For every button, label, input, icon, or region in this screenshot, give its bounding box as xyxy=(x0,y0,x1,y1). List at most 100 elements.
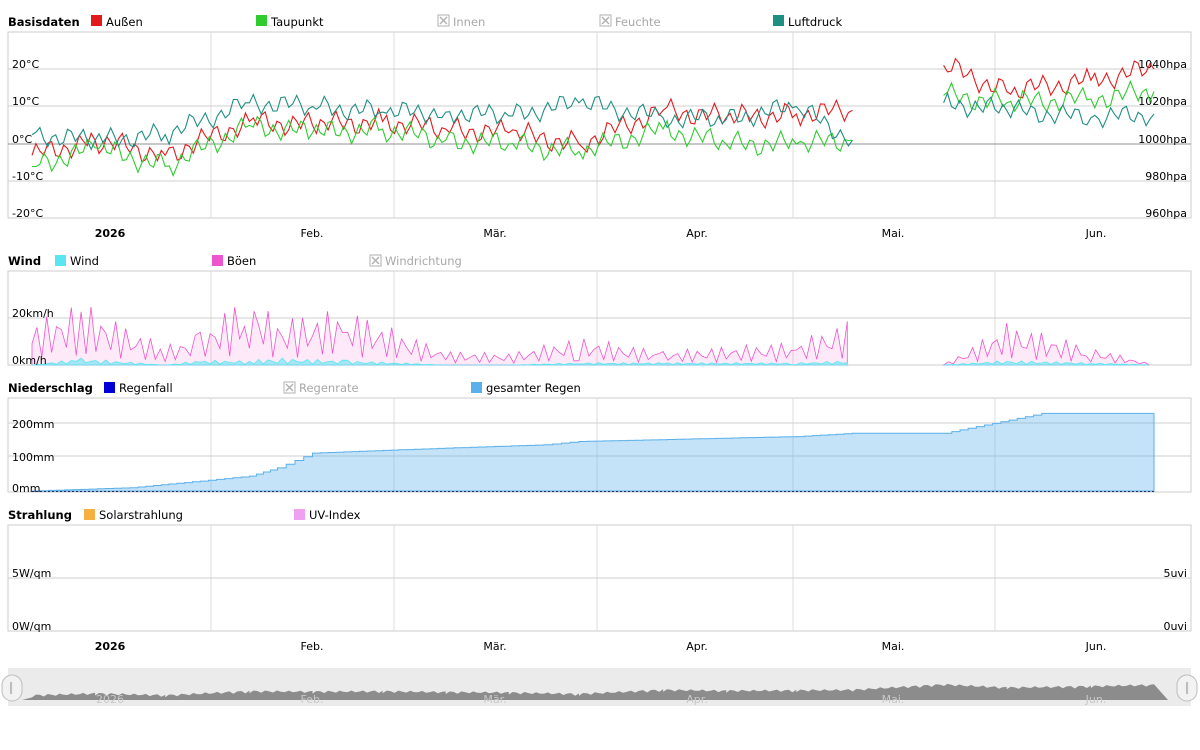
basis-plot: 20°C 10°C 0°C -10°C -20°C 1040hpa 1020hp… xyxy=(7,31,1192,220)
vertical-gridlines xyxy=(210,32,996,218)
series-area-böen xyxy=(942,323,1150,366)
month-label: Mai. xyxy=(882,227,905,240)
legend-label: Innen xyxy=(453,15,485,29)
month-label: 2026 xyxy=(95,640,126,653)
month-label: 2026 xyxy=(95,227,126,240)
basis-legend-innen[interactable]: Innen xyxy=(437,14,485,29)
rain-legend-gesamter-regen[interactable]: gesamter Regen xyxy=(471,381,581,395)
wind-legend-boeen[interactable]: Böen xyxy=(212,254,256,268)
legend-swatch xyxy=(471,382,482,393)
basis-legend-luftdruck[interactable]: Luftdruck xyxy=(773,15,842,29)
y-tick-label: 1040hpa xyxy=(1138,58,1187,71)
wind-panel: Wind Wind Böen Windrichtung 20km xyxy=(7,254,1192,367)
y-tick-label-right: 5uvi xyxy=(1163,567,1187,580)
series-area-wind xyxy=(31,357,848,366)
legend-label: Solarstrahlung xyxy=(99,508,183,522)
navigator-series xyxy=(22,683,1168,700)
navigator-month-label: Mär. xyxy=(483,693,506,706)
solar-legend-solarstrahlung[interactable]: Solarstrahlung xyxy=(84,508,183,522)
legend-swatch xyxy=(91,15,102,26)
legend-swatch xyxy=(55,255,66,266)
legend-label: Böen xyxy=(227,254,256,268)
basis-series-layer xyxy=(31,57,1155,177)
navigator-month-label: Apr. xyxy=(686,693,708,706)
y-tick-label: 1000hpa xyxy=(1138,133,1187,146)
solar-legend-uv-index[interactable]: UV-Index xyxy=(294,508,361,522)
wind-legend-windrichtung[interactable]: Windrichtung xyxy=(369,254,462,268)
rain-legend-regenfall[interactable]: Regenfall xyxy=(104,381,173,395)
horizontal-gridlines xyxy=(8,68,1191,182)
month-label: Jun. xyxy=(1085,640,1107,653)
navigator-month-labels: 2026 Feb. Mär. Apr. Mai. Jun. xyxy=(96,693,1106,706)
series-line-außen xyxy=(31,57,1155,163)
rain-series-layer xyxy=(31,412,1155,492)
legend-label: Feuchte xyxy=(615,15,661,29)
y-tick-label: 0W/qm xyxy=(12,620,51,633)
navigator-month-label: Jun. xyxy=(1085,693,1107,706)
legend-label: Luftdruck xyxy=(788,15,842,29)
solar-title: Strahlung xyxy=(8,508,72,522)
rain-panel: Niederschlag Regenfall Regenrate gesamte… xyxy=(7,381,1192,495)
y-tick-label: 10°C xyxy=(12,95,39,108)
y-tick-label: 0°C xyxy=(12,133,32,146)
basis-title: Basisdaten xyxy=(8,15,80,29)
month-label: Feb. xyxy=(301,640,324,653)
legend-swatch xyxy=(84,509,95,520)
month-label: Apr. xyxy=(686,227,708,240)
wind-series-layer xyxy=(31,289,1155,366)
disabled-x-icon xyxy=(285,383,294,392)
navigator-month-label: Feb. xyxy=(301,693,324,706)
wind-plot: 20km/h 0km/h xyxy=(7,270,1192,367)
navigator-month-label: Mai. xyxy=(882,693,905,706)
rain-title: Niederschlag xyxy=(8,381,93,395)
legend-label: UV-Index xyxy=(309,508,361,522)
legend-label: gesamter Regen xyxy=(486,381,581,395)
month-label: Feb. xyxy=(301,227,324,240)
basis-legend-taupunkt[interactable]: Taupunkt xyxy=(256,15,324,29)
legend-swatch xyxy=(256,15,267,26)
navigator-track xyxy=(8,668,1191,706)
navigator-handle-left[interactable] xyxy=(1,674,23,702)
basis-panel: Basisdaten Außen Taupunkt Innen Feuchte … xyxy=(7,14,1192,240)
basis-legend-aussen[interactable]: Außen xyxy=(91,15,143,29)
y-tick-label: -20°C xyxy=(12,207,43,220)
legend-swatch xyxy=(773,15,784,26)
basis-left-axis: 20°C 10°C 0°C -10°C -20°C xyxy=(12,58,43,220)
solar-panel: Strahlung Solarstrahlung UV-Index 5W/qm … xyxy=(7,508,1192,653)
series-line-luftdruck xyxy=(31,91,1155,151)
legend-swatch xyxy=(104,382,115,393)
y-tick-label: 20km/h xyxy=(12,307,54,320)
y-tick-label: 980hpa xyxy=(1145,170,1187,183)
legend-swatch xyxy=(294,509,305,520)
y-tick-label: 5W/qm xyxy=(12,567,51,580)
basis-month-axis: 2026 Feb. Mär. Apr. Mai. Jun. xyxy=(95,227,1107,240)
plot-frame xyxy=(7,397,1192,493)
legend-label: Wind xyxy=(70,254,99,268)
basis-legend-feuchte[interactable]: Feuchte xyxy=(599,14,661,29)
month-label: Jun. xyxy=(1085,227,1107,240)
disabled-x-icon xyxy=(371,256,380,265)
rain-plot: 200mm 100mm 0mm xyxy=(7,397,1192,495)
y-tick-label: 1020hpa xyxy=(1138,95,1187,108)
wind-title: Wind xyxy=(8,254,41,268)
legend-label: Taupunkt xyxy=(270,15,324,29)
navigator-month-label: 2026 xyxy=(96,693,124,706)
month-label: Mai. xyxy=(882,640,905,653)
y-tick-label: 200mm xyxy=(12,418,54,431)
range-navigator[interactable]: 2026 Feb. Mär. Apr. Mai. Jun. xyxy=(1,668,1198,706)
handle-body xyxy=(1,674,23,702)
legend-label: Regenfall xyxy=(119,381,173,395)
legend-swatch xyxy=(212,255,223,266)
legend-label: Außen xyxy=(106,15,143,29)
wind-legend-wind[interactable]: Wind xyxy=(55,254,99,268)
y-tick-label: 960hpa xyxy=(1145,207,1187,220)
y-tick-label: 100mm xyxy=(12,451,54,464)
month-label: Mär. xyxy=(483,227,506,240)
y-tick-label: 20°C xyxy=(12,58,39,71)
rain-legend-regenrate[interactable]: Regenrate xyxy=(283,381,359,395)
disabled-x-icon xyxy=(439,16,448,25)
basis-right-axis: 1040hpa 1020hpa 1000hpa 980hpa 960hpa xyxy=(1138,58,1187,220)
navigator-handle-right[interactable] xyxy=(1176,674,1198,702)
series-area-böen xyxy=(31,306,848,366)
